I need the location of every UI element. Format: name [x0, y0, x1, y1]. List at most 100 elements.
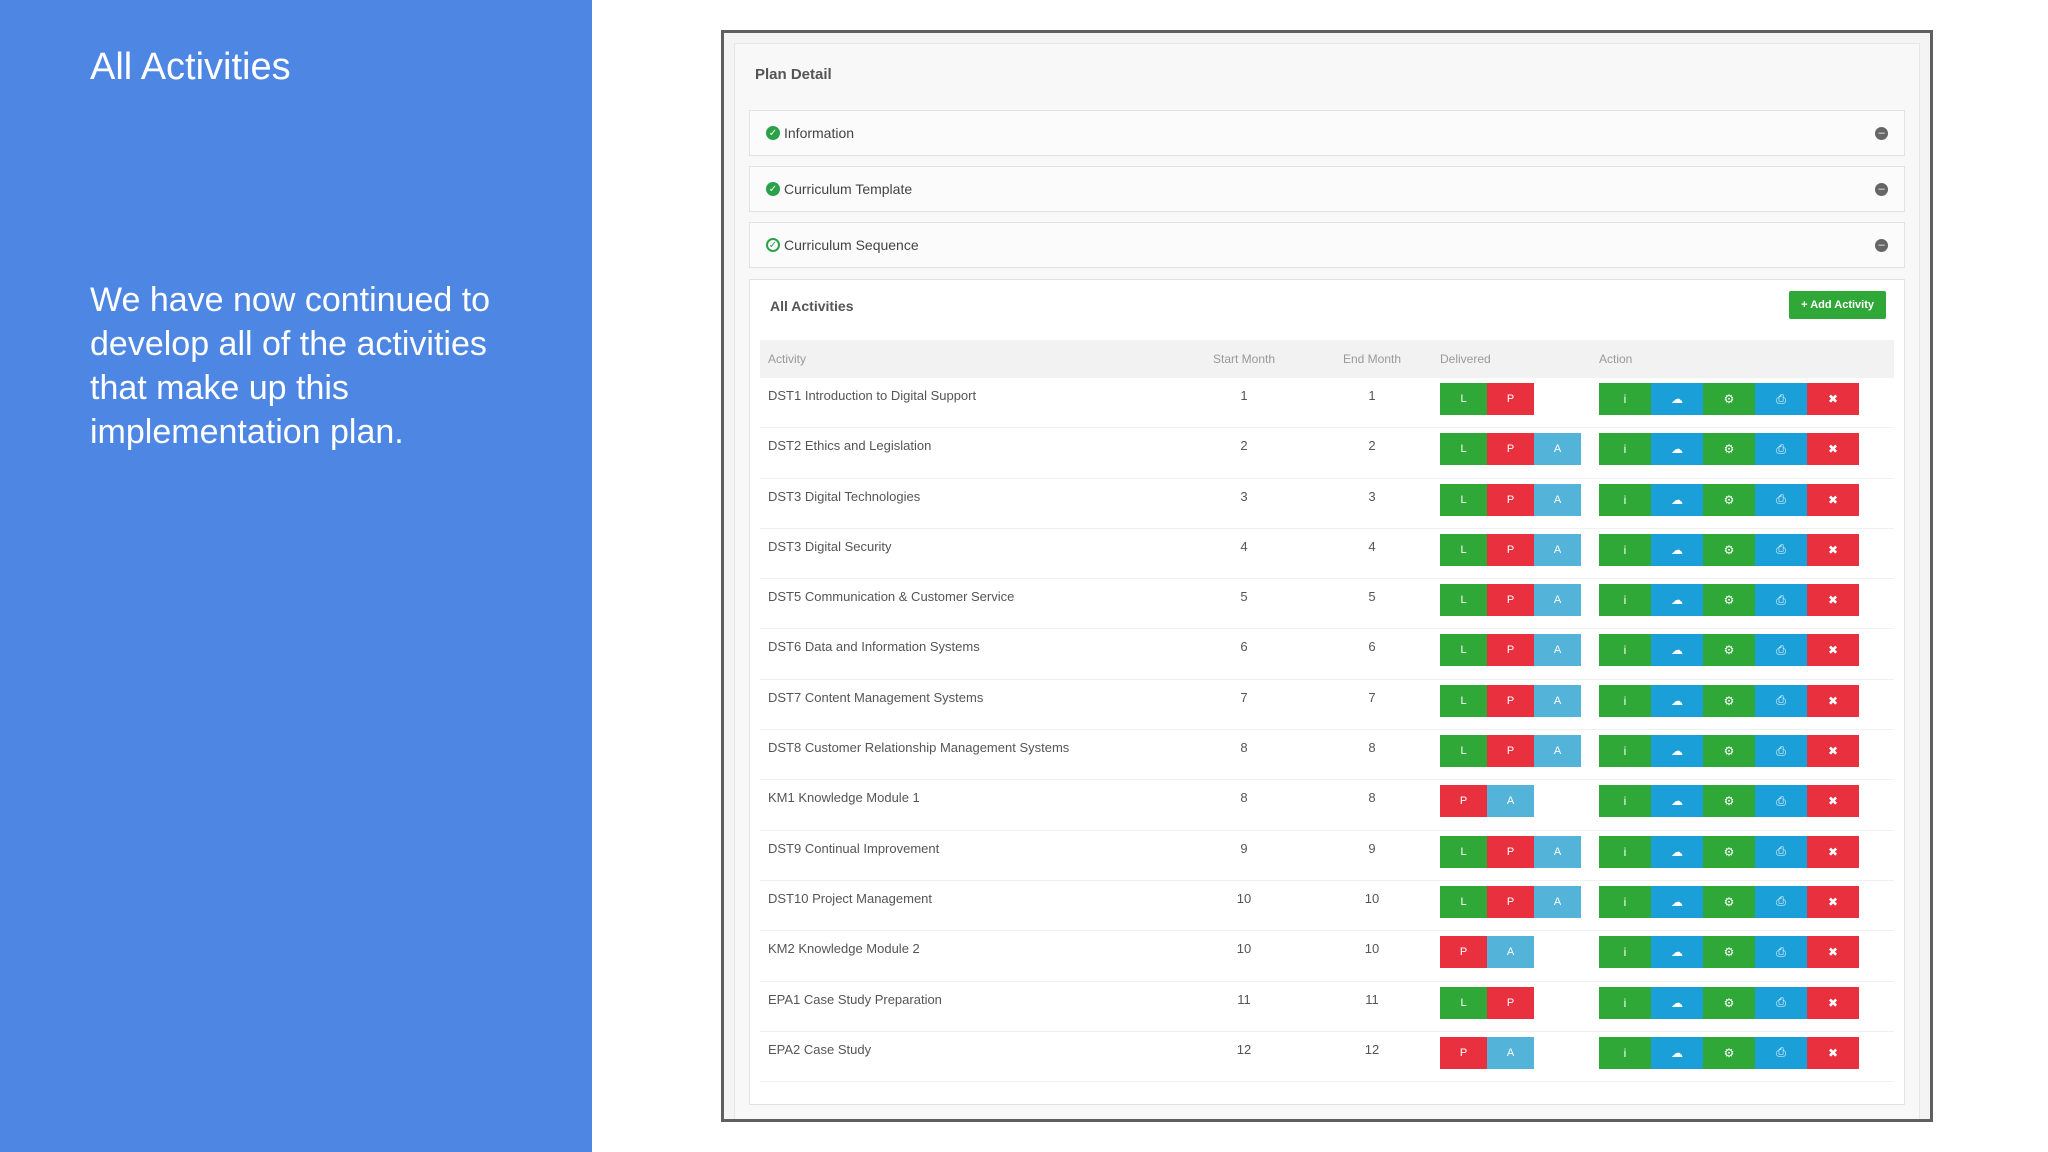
delete-button[interactable]: ✖	[1807, 433, 1859, 466]
info-button[interactable]: i	[1599, 533, 1651, 566]
delivered-p-button[interactable]: P	[1440, 1036, 1487, 1069]
panel-curriculum-template[interactable]: ✓ Curriculum Template –	[749, 166, 1905, 212]
print-button[interactable]: ⎙	[1755, 433, 1807, 466]
info-button[interactable]: i	[1599, 986, 1651, 1019]
delivered-p-button[interactable]: P	[1487, 684, 1534, 717]
delivered-a-button[interactable]: A	[1534, 885, 1581, 918]
delivered-p-button[interactable]: P	[1487, 483, 1534, 516]
delivered-a-button[interactable]: A	[1534, 533, 1581, 566]
upload-button[interactable]: ☁	[1651, 483, 1703, 516]
column-header-delivered[interactable]: Delivered	[1440, 352, 1491, 366]
upload-button[interactable]: ☁	[1651, 684, 1703, 717]
delete-button[interactable]: ✖	[1807, 684, 1859, 717]
gear-button[interactable]: ⚙	[1703, 383, 1755, 415]
delivered-p-button[interactable]: P	[1440, 785, 1487, 818]
delivered-l-button[interactable]: L	[1440, 483, 1487, 516]
info-button[interactable]: i	[1599, 634, 1651, 667]
print-button[interactable]: ⎙	[1755, 835, 1807, 868]
delivered-p-button[interactable]: P	[1487, 634, 1534, 667]
collapse-icon[interactable]: –	[1875, 127, 1888, 140]
info-button[interactable]: i	[1599, 936, 1651, 969]
delivered-p-button[interactable]: P	[1487, 835, 1534, 868]
delete-button[interactable]: ✖	[1807, 383, 1859, 415]
delivered-l-button[interactable]: L	[1440, 584, 1487, 617]
delivered-p-button[interactable]: P	[1487, 533, 1534, 566]
delivered-l-button[interactable]: L	[1440, 835, 1487, 868]
delete-button[interactable]: ✖	[1807, 885, 1859, 918]
gear-button[interactable]: ⚙	[1703, 584, 1755, 617]
delivered-a-button[interactable]: A	[1534, 433, 1581, 466]
info-button[interactable]: i	[1599, 433, 1651, 466]
gear-button[interactable]: ⚙	[1703, 735, 1755, 768]
print-button[interactable]: ⎙	[1755, 936, 1807, 969]
delete-button[interactable]: ✖	[1807, 584, 1859, 617]
upload-button[interactable]: ☁	[1651, 1036, 1703, 1069]
delete-button[interactable]: ✖	[1807, 986, 1859, 1019]
upload-button[interactable]: ☁	[1651, 885, 1703, 918]
delete-button[interactable]: ✖	[1807, 533, 1859, 566]
delivered-p-button[interactable]: P	[1487, 584, 1534, 617]
info-button[interactable]: i	[1599, 684, 1651, 717]
info-button[interactable]: i	[1599, 483, 1651, 516]
gear-button[interactable]: ⚙	[1703, 835, 1755, 868]
delivered-a-button[interactable]: A	[1534, 584, 1581, 617]
column-header-action[interactable]: Action	[1599, 352, 1633, 366]
delivered-l-button[interactable]: L	[1440, 634, 1487, 667]
delivered-p-button[interactable]: P	[1487, 735, 1534, 768]
gear-button[interactable]: ⚙	[1703, 433, 1755, 466]
gear-button[interactable]: ⚙	[1703, 785, 1755, 818]
column-header-activity[interactable]: Activity	[768, 352, 807, 366]
delivered-p-button[interactable]: P	[1487, 383, 1534, 415]
gear-button[interactable]: ⚙	[1703, 684, 1755, 717]
delivered-p-button[interactable]: P	[1487, 885, 1534, 918]
column-header-start-month[interactable]: Start Month	[1212, 352, 1276, 366]
delivered-l-button[interactable]: L	[1440, 383, 1487, 415]
panel-curriculum-sequence[interactable]: ✓ Curriculum Sequence –	[749, 222, 1905, 268]
delete-button[interactable]: ✖	[1807, 936, 1859, 969]
print-button[interactable]: ⎙	[1755, 684, 1807, 717]
delivered-a-button[interactable]: A	[1534, 735, 1581, 768]
delivered-a-button[interactable]: A	[1534, 835, 1581, 868]
upload-button[interactable]: ☁	[1651, 533, 1703, 566]
gear-button[interactable]: ⚙	[1703, 483, 1755, 516]
gear-button[interactable]: ⚙	[1703, 1036, 1755, 1069]
delivered-l-button[interactable]: L	[1440, 885, 1487, 918]
delete-button[interactable]: ✖	[1807, 1036, 1859, 1069]
print-button[interactable]: ⎙	[1755, 986, 1807, 1019]
gear-button[interactable]: ⚙	[1703, 533, 1755, 566]
delivered-p-button[interactable]: P	[1440, 936, 1487, 969]
print-button[interactable]: ⎙	[1755, 1036, 1807, 1069]
upload-button[interactable]: ☁	[1651, 433, 1703, 466]
upload-button[interactable]: ☁	[1651, 584, 1703, 617]
info-button[interactable]: i	[1599, 835, 1651, 868]
collapse-icon[interactable]: –	[1875, 239, 1888, 252]
delete-button[interactable]: ✖	[1807, 785, 1859, 818]
delivered-a-button[interactable]: A	[1487, 1036, 1534, 1069]
info-button[interactable]: i	[1599, 785, 1651, 818]
print-button[interactable]: ⎙	[1755, 383, 1807, 415]
delete-button[interactable]: ✖	[1807, 735, 1859, 768]
upload-button[interactable]: ☁	[1651, 986, 1703, 1019]
delivered-p-button[interactable]: P	[1487, 986, 1534, 1019]
delivered-a-button[interactable]: A	[1534, 483, 1581, 516]
panel-information[interactable]: ✓ Information –	[749, 110, 1905, 156]
delete-button[interactable]: ✖	[1807, 835, 1859, 868]
print-button[interactable]: ⎙	[1755, 483, 1807, 516]
delivered-a-button[interactable]: A	[1534, 634, 1581, 667]
delete-button[interactable]: ✖	[1807, 634, 1859, 667]
info-button[interactable]: i	[1599, 735, 1651, 768]
upload-button[interactable]: ☁	[1651, 835, 1703, 868]
gear-button[interactable]: ⚙	[1703, 634, 1755, 667]
collapse-icon[interactable]: –	[1875, 183, 1888, 196]
delivered-l-button[interactable]: L	[1440, 735, 1487, 768]
delivered-l-button[interactable]: L	[1440, 533, 1487, 566]
print-button[interactable]: ⎙	[1755, 885, 1807, 918]
info-button[interactable]: i	[1599, 1036, 1651, 1069]
print-button[interactable]: ⎙	[1755, 785, 1807, 818]
upload-button[interactable]: ☁	[1651, 735, 1703, 768]
delivered-l-button[interactable]: L	[1440, 433, 1487, 466]
column-header-end-month[interactable]: End Month	[1342, 352, 1402, 366]
upload-button[interactable]: ☁	[1651, 383, 1703, 415]
delivered-a-button[interactable]: A	[1487, 785, 1534, 818]
delete-button[interactable]: ✖	[1807, 483, 1859, 516]
